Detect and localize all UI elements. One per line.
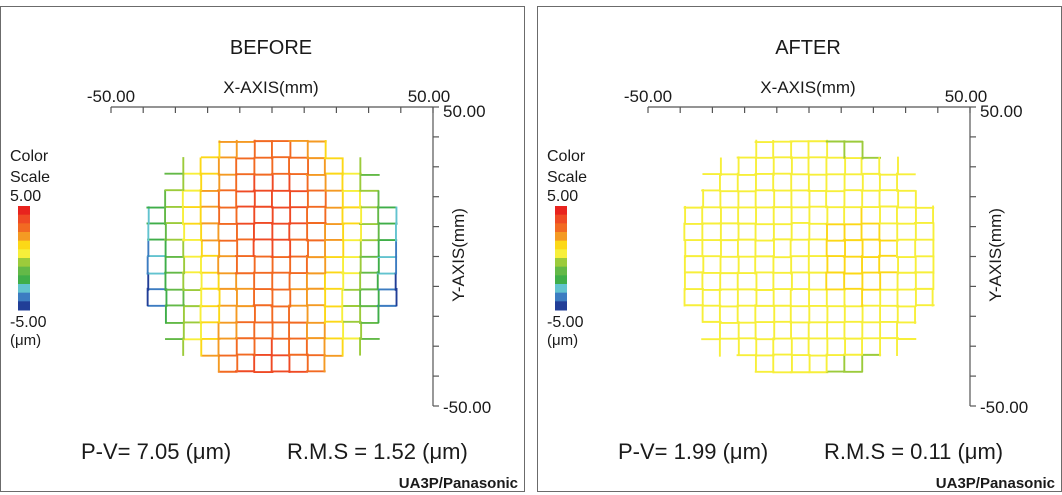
colorbar-swatch [18,266,30,276]
colorbar-swatch [18,249,30,259]
colorbar-swatch [18,223,30,233]
colorbar-swatch [555,258,567,268]
colorbar-min-label: -5.00 [10,314,47,331]
y-axis-label: Y-AXIS(mm) [986,208,1005,302]
colorbar-unit-label: (μm) [10,332,41,349]
colorbar-label: Color [10,148,49,165]
colorbar-swatch [18,284,30,294]
colorbar-label: Scale [547,169,587,186]
colorbar-swatch [555,232,567,242]
x-axis-label: X-AXIS(mm) [223,78,318,97]
x-tick-label: -50.00 [87,87,135,106]
before-panel: BEFORE X-AXIS(mm) -50.00 50.00 50.00 -50.00 Y-… [0,6,525,492]
after-panel: AFTER X-AXIS(mm) -50.00 50.00 50.00 -50.00 Y-A… [537,6,1062,492]
colorbar-swatch [555,301,567,311]
credit-label: UA3P/Panasonic [399,475,518,492]
rms-value: R.M.S = 1.52 (μm) [287,439,468,464]
colorbar-swatch [555,249,567,259]
y-tick-label: 50.00 [980,102,1023,121]
colorbar-swatch [555,206,567,216]
wavefront-grid [146,139,398,374]
colorbar-swatch [555,214,567,224]
colorbar-min-label: -5.00 [547,314,584,331]
colorbar-swatch [18,292,30,302]
y-tick-label: 50.00 [443,102,486,121]
colorbar-swatch [555,223,567,233]
colorbar-swatch [18,301,30,311]
wavefront-grid [683,139,935,374]
colorbar-label: Color [547,148,586,165]
colorbar-swatch [18,206,30,216]
colorbar-label: Scale [10,169,50,186]
y-tick-label: -50.00 [443,398,491,417]
colorbar-max-label: 5.00 [10,188,41,205]
colorbar-swatch [18,258,30,268]
y-tick-label: -50.00 [980,398,1028,417]
credit-label: UA3P/Panasonic [936,475,1055,492]
colorbar-swatch [555,240,567,250]
colorbar-swatch [555,275,567,285]
colorbar-max-label: 5.00 [547,188,578,205]
colorbar-swatch [18,214,30,224]
x-tick-label: -50.00 [624,87,672,106]
x-tick-label: 50.00 [408,87,451,106]
pv-value: P-V= 1.99 (μm) [618,439,768,464]
rms-value: R.M.S = 0.11 (μm) [824,439,1003,464]
colorbar-swatch [18,240,30,250]
colorbar-swatch [555,284,567,294]
pv-value: P-V= 7.05 (μm) [81,439,231,464]
chart-title: BEFORE [230,37,312,59]
chart-title: AFTER [775,37,841,59]
x-tick-label: 50.00 [945,87,988,106]
colorbar-unit-label: (μm) [547,332,578,349]
colorbar-swatch [555,292,567,302]
colorbar-swatch [18,275,30,285]
colorbar-swatch [555,266,567,276]
x-axis-label: X-AXIS(mm) [760,78,855,97]
colorbar-swatch [18,232,30,242]
y-axis-label: Y-AXIS(mm) [449,208,468,302]
